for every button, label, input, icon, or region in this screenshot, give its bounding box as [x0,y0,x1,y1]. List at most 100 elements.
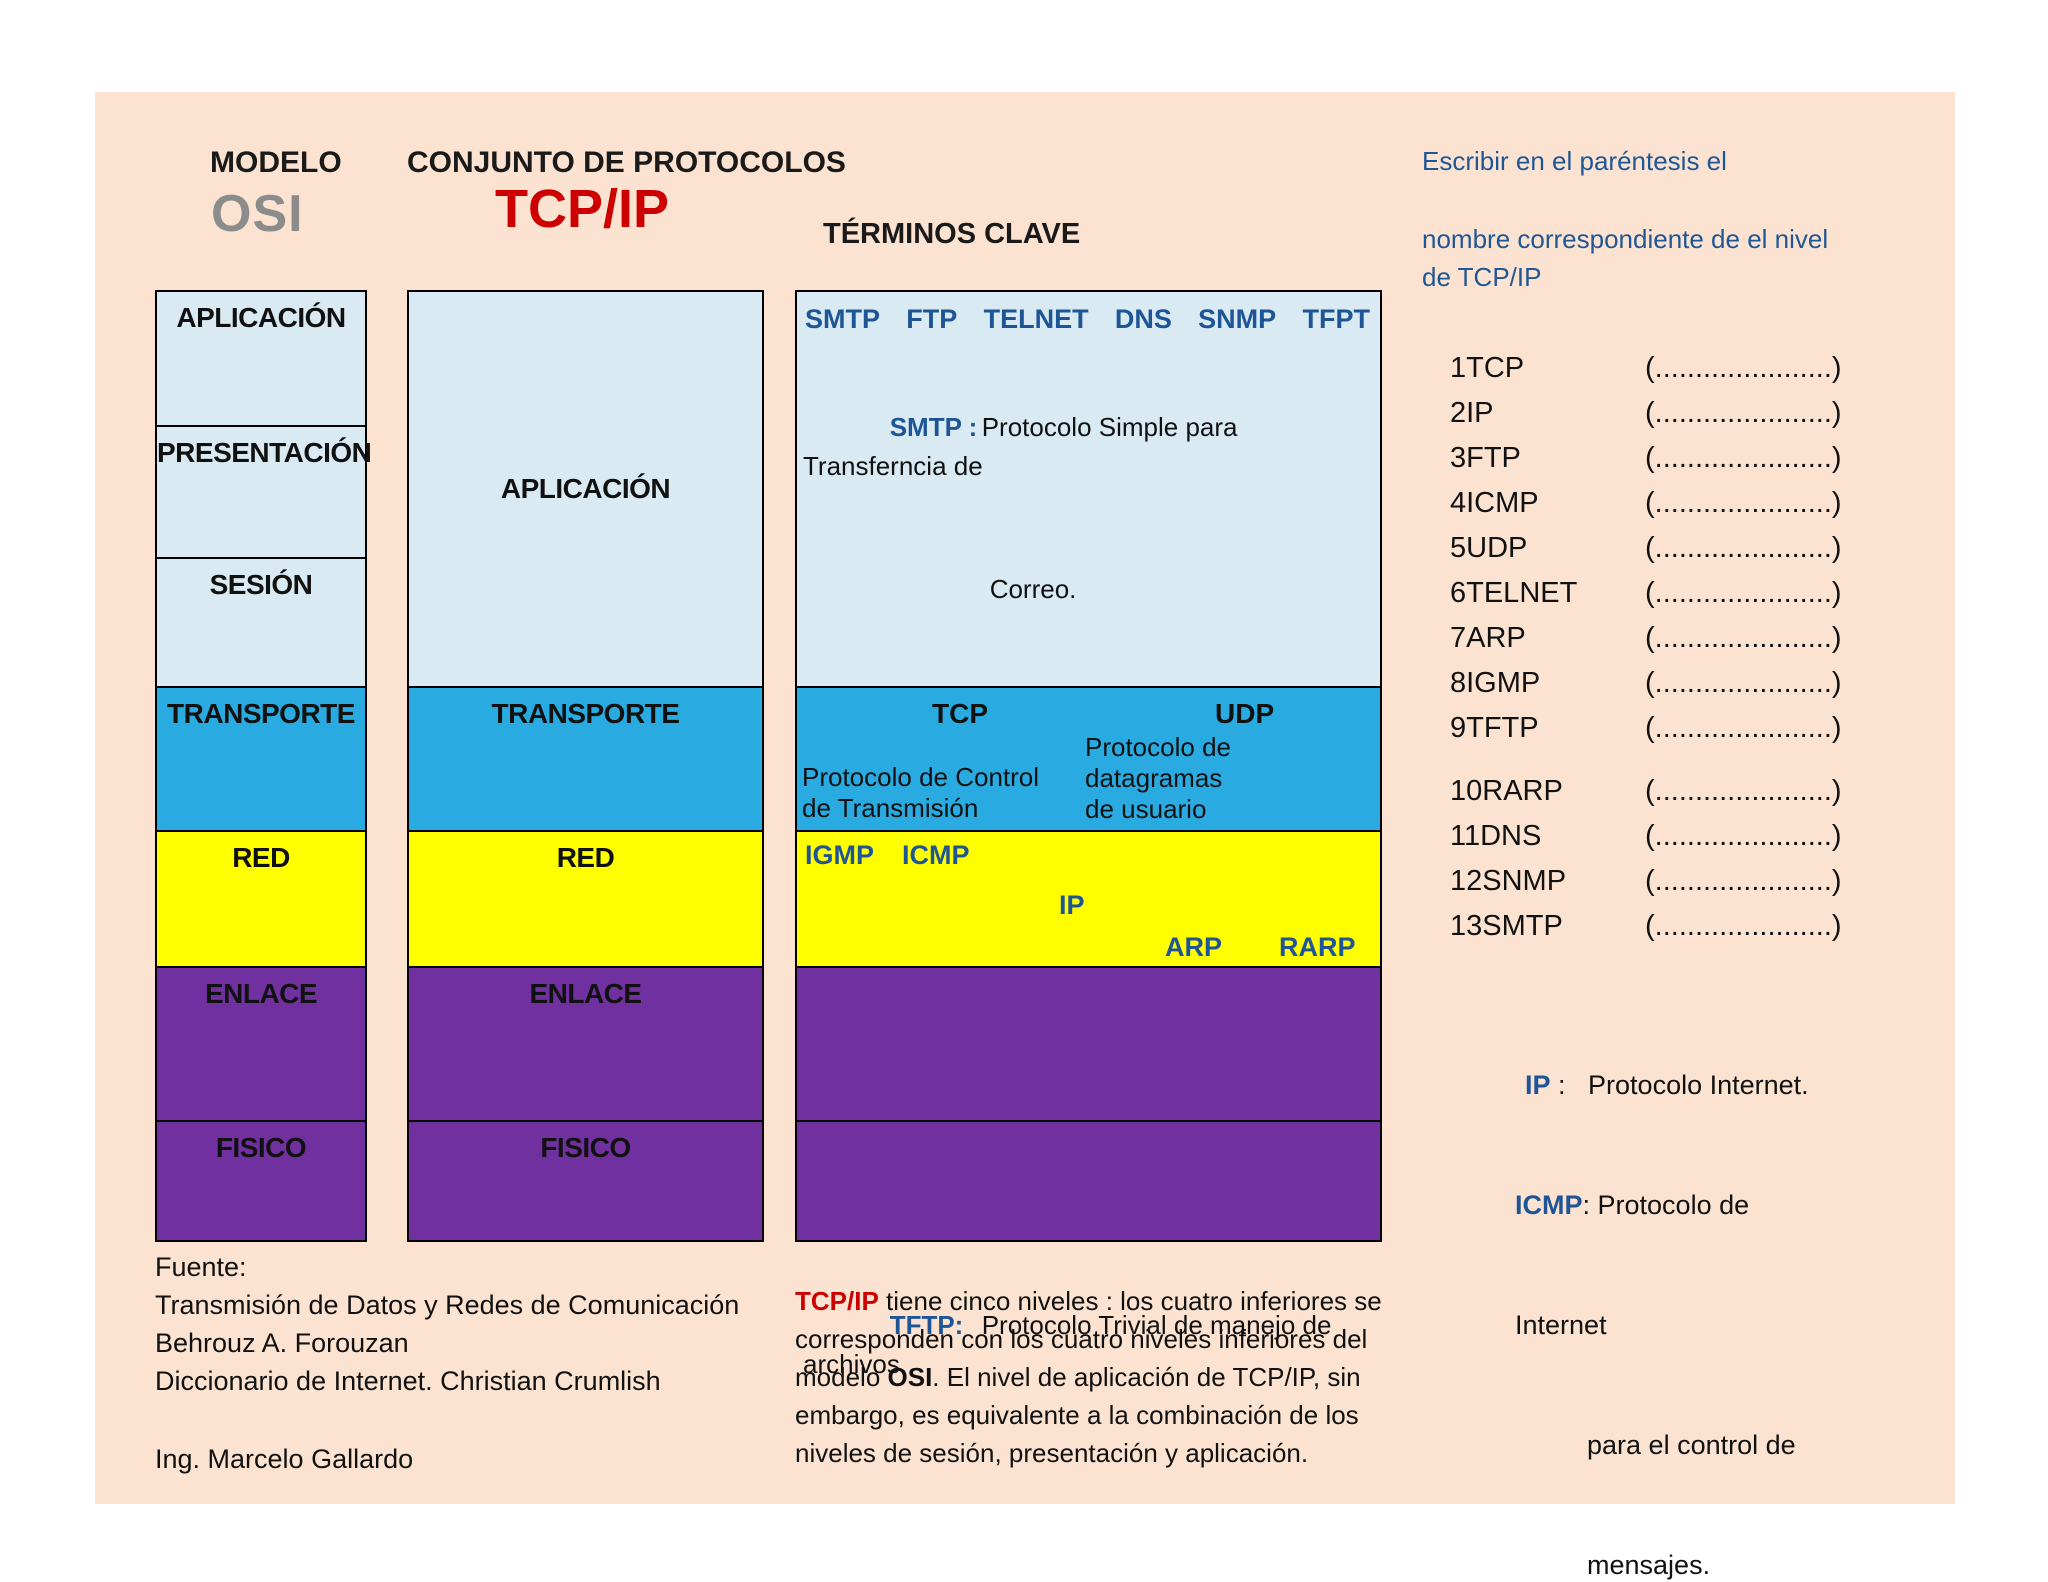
footer-tcpip-lead: TCP/IP [795,1286,879,1316]
answer-blank: (......................) [1645,397,1842,429]
terms-network-section: IGMP ICMP IP ARP RARP [797,832,1380,968]
footer-paragraph: TCP/IP tiene cinco niveles : los cuatro … [795,1282,1440,1472]
protocol-ftp: FTP [906,304,958,334]
tcpip-layer-aplicacion: APLICACIÓN [409,292,762,688]
tcpip-layer-aplicacion-label: APLICACIÓN [500,473,671,504]
osi-layer-presentacion: PRESENTACIÓN [157,427,372,559]
def-icmp-text2: Internet [1515,1310,1607,1340]
footer-text-1: tiene cinco niveles : los cuatro inferio… [795,1286,1389,1392]
osi-stack: APLICACIÓN PRESENTACIÓN SESIÓN TRANSPORT… [155,290,372,1242]
instructions-line2: nombre correspondiente de el nivel [1422,224,1829,254]
tcpip-stack: APLICACIÓN TRANSPORTE RED ENLACE FISICO [407,290,764,1242]
def-icmp-line2: Internet [1455,1265,1915,1385]
source-credit: Ing. Marcelo Gallardo [155,1444,414,1474]
answer-blank: (......................) [1645,820,1842,852]
def-icmp-line3: para el control de [1455,1385,1915,1505]
def-ip: IP : Protocolo Internet. [1455,1025,1915,1145]
answer-blank: (......................) [1645,577,1842,609]
answer-blank: (......................) [1645,532,1842,564]
osi-layer-sesion: SESIÓN [157,559,365,688]
terms-link-section [797,968,1380,1122]
answer-row-6telnet: 6TELNET (......................) [1450,577,1930,622]
footer-osi-bold: OSI [887,1362,933,1392]
answer-row-4icmp: 4ICMP (......................) [1450,487,1930,532]
answer-blank: (......................) [1645,487,1842,519]
diagram-panel: MODELO OSI CONJUNTO DE PROTOCOLOS TCP/IP… [95,92,1955,1580]
igmp-label: IGMP [805,840,875,870]
osi-layer-enlace-label: ENLACE [204,978,318,1009]
answer-label: 2IP [1450,397,1494,429]
conjunto-label: CONJUNTO DE PROTOCOLOS [407,146,846,179]
source-book2: Diccionario de Internet. Christian Cruml… [155,1366,661,1396]
def-icmp-term: ICMP [1515,1190,1583,1220]
instructions-line3: de TCP/IP [1422,262,1542,292]
def-icmp-text4: mensajes. [1587,1550,1711,1580]
osi-layer-sesion-label: SESIÓN [209,569,313,600]
answer-label: 5UDP [1450,532,1528,564]
answer-label: 8IGMP [1450,667,1541,699]
protocol-snmp: SNMP [1198,304,1277,334]
protocol-tfpt: TFPT [1302,304,1370,334]
udp-description: Protocolo de datagramas de usuario [1085,732,1231,824]
tcp-description: Protocolo de Control de Transmisión [802,762,1040,823]
udp-label: UDP [1215,698,1275,729]
osi-layer-aplicacion-label: APLICACIÓN [176,302,346,333]
answer-blank: (......................) [1645,442,1842,474]
answer-blank: (......................) [1645,910,1842,942]
tcpip-layer-transporte-label: TRANSPORTE [491,698,680,729]
abbreviation-definitions: IP : Protocolo Internet. ICMP: Protocolo… [1455,1025,1915,1582]
terms-physical-section [797,1122,1380,1240]
instructions-line1: Escribir en el paréntesis el [1422,146,1727,176]
tcpip-layer-fisico-label: FISICO [540,1132,631,1163]
answer-label: 7ARP [1450,622,1526,654]
key-terms-box: SMTP FTP TELNET DNS SNMP TFPT SMTP : Prot… [795,290,1382,1379]
instructions-block: nombre correspondiente de el nivel de TC… [1422,220,1828,296]
tcpip-layer-enlace-label: ENLACE [529,978,642,1009]
tcpip-layer-transporte: TRANSPORTE [409,688,762,832]
definition-tftp-term: TFTP: [889,1310,964,1340]
definition-smtp-text2: Correo. [989,574,1077,604]
protocol-smtp: SMTP [805,304,881,334]
protocol-header-row: SMTP FTP TELNET DNS SNMP TFPT [797,292,1380,335]
ip-label: IP [1059,890,1085,920]
def-ip-term: IP [1525,1070,1551,1100]
answer-blank: (......................) [1645,712,1842,744]
answer-row-11dns: 11DNS (......................) [1450,820,1930,865]
def-icmp-text: : Protocolo de [1582,1190,1750,1220]
answer-blank: (......................) [1645,667,1842,699]
answer-row-12snmp: 12SNMP (......................) [1450,865,1930,910]
source-author1: Behrouz A. Forouzan [155,1328,409,1358]
answer-row-2ip: 2IP (......................) [1450,397,1930,442]
protocol-dns: DNS [1114,304,1172,334]
osi-layer-transporte-label: TRANSPORTE [167,698,355,729]
definition-smtp-text: Protocolo Simple para Transferncia de [803,412,1245,481]
answer-label: 3FTP [1450,442,1521,474]
answer-blank: (......................) [1645,865,1842,897]
definition-smtp: SMTP : Protocolo Simple para Transferncia… [803,369,1376,525]
answer-label: 4ICMP [1450,487,1539,519]
answer-row-7arp: 7ARP (......................) [1450,622,1930,667]
osi-layer-red-label: RED [232,842,290,873]
answer-label: 13SMTP [1450,910,1563,942]
answer-label: 1TCP [1450,352,1525,384]
answer-label: 11DNS [1450,820,1542,852]
definition-tftp: TFTP: Protocolo Trivial de manejo de arch… [803,1267,1376,1423]
arp-label: ARP [1165,932,1223,962]
source-fuente: Fuente: [155,1252,247,1282]
answer-blank: (......................) [1645,775,1842,807]
osi-layer-red: RED [157,832,365,968]
osi-layer-presentacion-label: PRESENTACIÓN [157,437,372,468]
osi-layer-fisico-label: FISICO [215,1132,307,1163]
answer-row-8igmp: 8IGMP (......................) [1450,667,1930,712]
osi-title: OSI [211,185,304,243]
tcpip-layer-red-label: RED [556,842,615,873]
answer-list: 1TCP (......................) 2IP (.....… [1450,352,1930,955]
answer-label: 10RARP [1450,775,1563,807]
source-block: Fuente: Transmisión de Datos y Redes de … [155,1248,739,1478]
answer-label: 9TFTP [1450,712,1539,744]
def-ip-text: : Protocolo Internet. [1550,1070,1809,1100]
answer-blank: (......................) [1645,622,1842,654]
def-icmp-line4: mensajes. [1455,1505,1915,1582]
def-icmp-text3: para el control de [1587,1430,1796,1460]
